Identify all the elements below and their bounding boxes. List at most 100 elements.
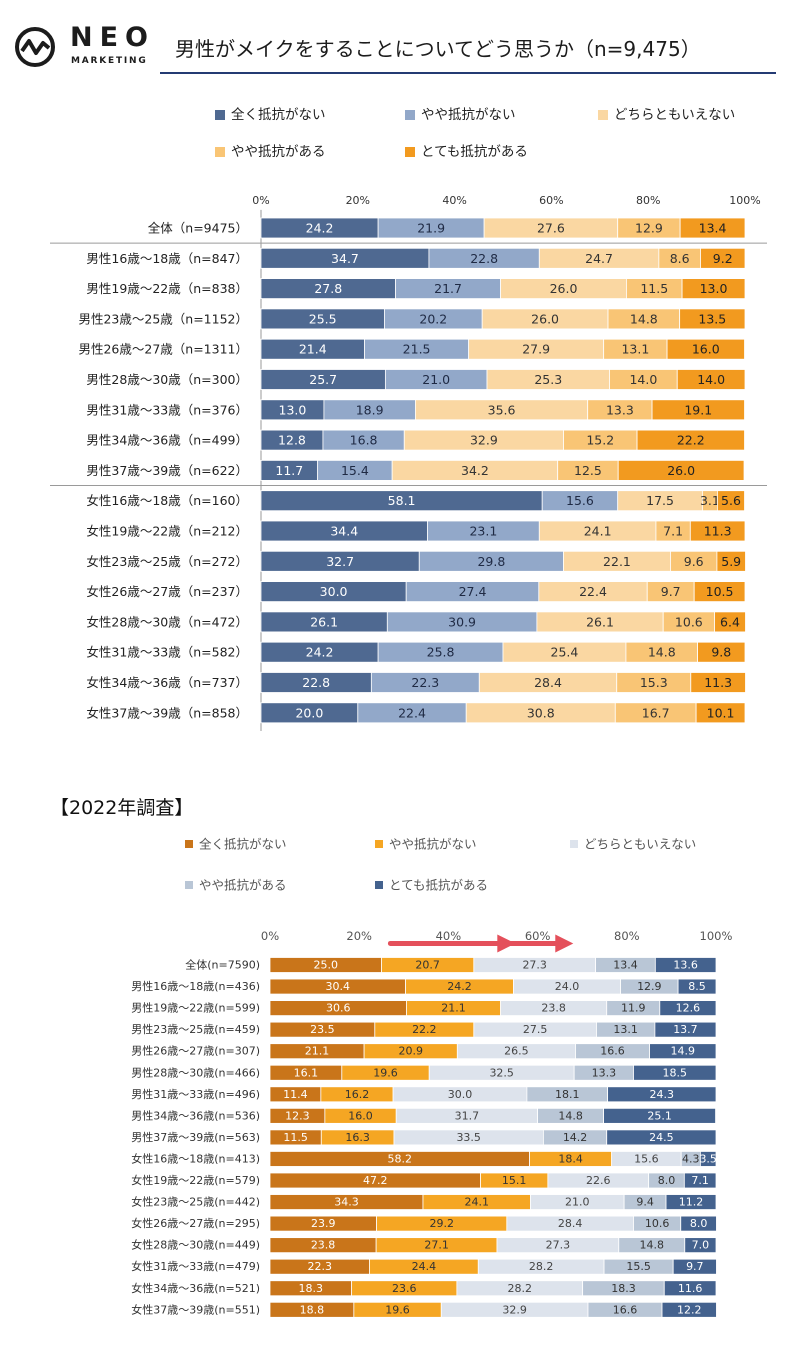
data-label: 11.9	[621, 1002, 646, 1015]
data-label: 9.4	[636, 1196, 654, 1209]
bar-segment	[693, 581, 746, 603]
data-label: 25.4	[551, 645, 579, 660]
data-label: 15.4	[341, 463, 369, 478]
data-label: 15.3	[640, 675, 668, 690]
legend-label: とても抵抗がある	[389, 878, 488, 893]
data-label: 9.7	[661, 584, 681, 599]
legend-swatch	[215, 147, 225, 157]
category-label: 男性28歳～30歳(n=466)	[131, 1065, 260, 1079]
data-label: 15.6	[566, 493, 594, 508]
data-label: 22.8	[470, 251, 498, 266]
data-label: 22.1	[603, 554, 631, 569]
data-label: 34.7	[331, 251, 359, 266]
data-label: 18.4	[558, 1152, 583, 1165]
tick-label: 100%	[700, 929, 733, 943]
data-label: 32.5	[489, 1066, 514, 1079]
data-label: 17.5	[646, 493, 674, 508]
brand-subtitle: MARKETING	[71, 56, 148, 66]
data-label: 25.7	[309, 372, 337, 387]
data-label: 27.4	[459, 584, 487, 599]
category-label: 男性37歳～39歳（n=622）	[86, 463, 248, 478]
data-label: 29.8	[477, 554, 505, 569]
data-label: 13.0	[700, 281, 728, 296]
data-label: 26.0	[667, 463, 695, 478]
legend-label: やや抵抗がない	[389, 837, 477, 852]
data-label: 13.3	[592, 1066, 617, 1079]
data-label: 32.9	[470, 433, 498, 448]
data-label: 12.3	[285, 1109, 310, 1122]
bar-segment	[683, 1172, 717, 1189]
data-label: 27.6	[537, 221, 565, 236]
data-label: 5.6	[721, 493, 741, 508]
bar-segment	[606, 1129, 717, 1146]
legend-swatch	[185, 881, 193, 889]
data-label: 19.6	[385, 1303, 410, 1316]
data-label: 14.8	[630, 311, 658, 326]
bar-segment	[699, 1151, 717, 1167]
data-label: 19.1	[684, 402, 712, 417]
data-label: 8.5	[688, 980, 706, 993]
data-label: 14.2	[563, 1131, 588, 1144]
data-label: 10.6	[645, 1217, 670, 1230]
data-label: 12.9	[635, 221, 663, 236]
category-label: 男性26歳～27歳（n=1311）	[78, 342, 248, 357]
data-label: 47.2	[363, 1174, 388, 1187]
tick-label: 40%	[442, 194, 466, 207]
data-label: 13.4	[613, 959, 638, 972]
data-label: 5.9	[721, 554, 741, 569]
data-label: 23.5	[310, 1023, 335, 1036]
category-label: 男性23歳～25歳(n=459)	[131, 1022, 260, 1036]
data-label: 14.8	[558, 1109, 583, 1122]
data-label: 58.2	[388, 1152, 413, 1165]
legend-label: 全く抵抗がない	[199, 837, 287, 852]
data-label: 7.0	[692, 1239, 710, 1252]
data-label: 25.5	[309, 311, 337, 326]
data-label: 10.6	[675, 614, 703, 629]
bar-segment	[690, 672, 746, 693]
bar-segment	[651, 399, 745, 421]
data-label: 12.9	[637, 980, 662, 993]
bar-segment	[663, 1280, 717, 1297]
data-label: 11.3	[704, 675, 732, 690]
data-label: 22.2	[677, 433, 705, 448]
tick-label: 20%	[346, 929, 372, 943]
data-label: 18.3	[611, 1282, 636, 1295]
data-label: 26.1	[586, 614, 614, 629]
data-label: 30.4	[326, 980, 351, 993]
tick-label: 80%	[636, 194, 660, 207]
bar-segment	[666, 338, 745, 360]
data-label: 10.1	[707, 705, 735, 720]
category-label: 男性31歳～33歳(n=496)	[131, 1087, 260, 1101]
data-label: 12.2	[677, 1303, 702, 1316]
tick-label: 0%	[261, 929, 279, 943]
category-label: 女性16歳～18歳(n=413)	[131, 1151, 260, 1165]
bar-segment	[679, 217, 746, 239]
data-label: 21.0	[422, 372, 450, 387]
data-label: 16.3	[345, 1131, 370, 1144]
data-label: 4.3	[682, 1152, 700, 1165]
data-label: 20.9	[398, 1045, 423, 1058]
data-label: 14.0	[697, 372, 725, 387]
data-label: 16.8	[350, 433, 378, 448]
data-label: 32.7	[326, 554, 354, 569]
data-label: 23.9	[311, 1217, 336, 1230]
data-label: 12.5	[574, 463, 602, 478]
category-label: 女性16歳～18歳（n=160）	[86, 493, 248, 508]
data-label: 30.0	[320, 584, 348, 599]
data-label: 13.5	[698, 311, 726, 326]
tick-label: 100%	[729, 194, 760, 207]
data-label: 16.1	[294, 1066, 319, 1079]
data-label: 21.4	[299, 342, 327, 357]
data-label: 15.5	[626, 1260, 651, 1273]
data-label: 22.3	[307, 1260, 332, 1273]
category-label: 女性23歳～25歳（n=272）	[86, 554, 248, 569]
category-label: 男性26歳～27歳(n=307)	[131, 1044, 260, 1058]
data-label: 28.4	[558, 1217, 583, 1230]
page-title: 男性がメイクをすることについてどう思うか（n=9,475）	[175, 37, 701, 61]
bar-segment	[659, 1000, 717, 1017]
legend-label: やや抵抗がない	[421, 107, 516, 123]
data-label: 16.2	[345, 1088, 370, 1101]
data-label: 27.3	[546, 1239, 571, 1252]
tick-label: 60%	[525, 929, 551, 943]
bar-segment	[697, 641, 746, 663]
